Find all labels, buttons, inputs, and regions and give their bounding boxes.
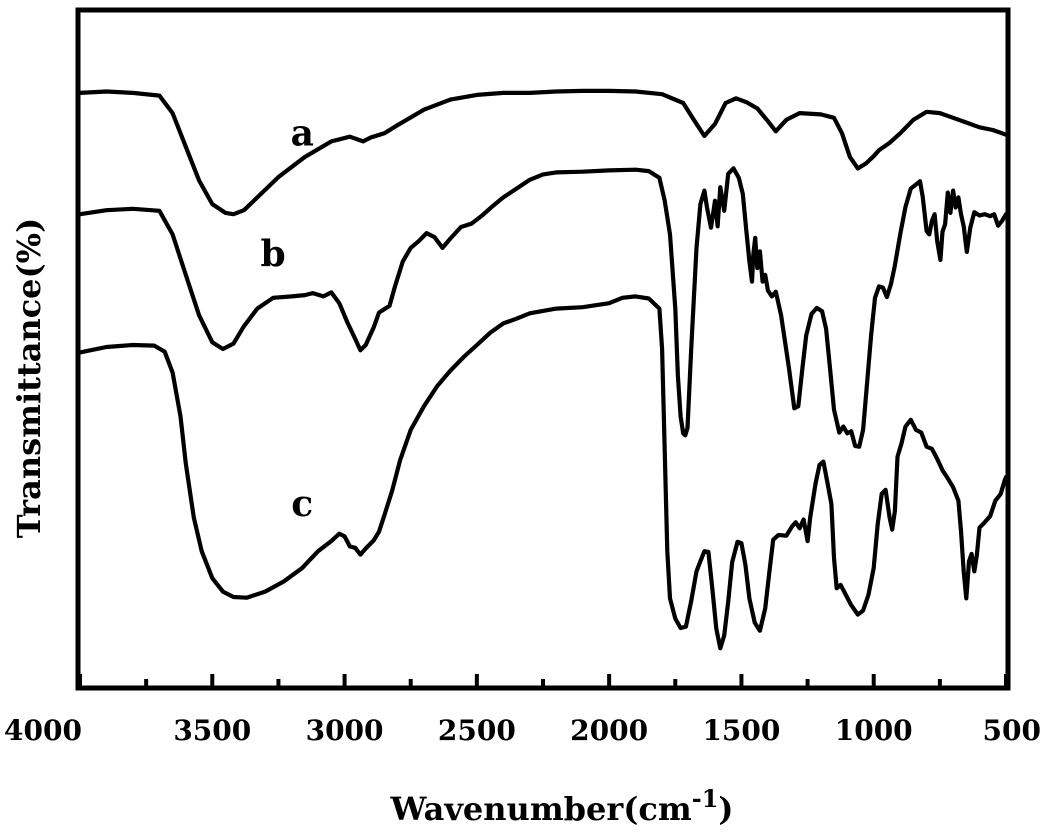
x-axis-title-close: ) [718,790,733,828]
series-line-c [77,294,1009,651]
x-tick-label: 2500 [438,714,516,747]
y-axis-title: Transmittance(%) [10,218,48,538]
series-label-a: a [291,112,314,154]
series-labels: a b c [261,112,314,525]
x-axis-title-superscript: -1 [692,784,719,813]
x-tick-label: 3500 [173,714,251,747]
x-tick-label: 3000 [306,714,384,747]
series-label-c: c [291,483,313,525]
x-tick-label: 4000 [4,714,82,747]
x-axis-title: Wavenumber(cm-1) [389,784,733,828]
x-tick-label: 1500 [702,714,780,747]
plot-frame [75,7,1011,691]
x-tick-label: 500 [983,714,1041,747]
series-line-a [77,88,1009,217]
x-tick-label: 1000 [835,714,913,747]
series-line-b [77,166,1009,449]
x-tick-label: 2000 [570,714,648,747]
plot-area [77,88,1009,651]
series-label-b: b [261,234,286,276]
x-axis-tick-labels: 4000 3500 3000 2500 2000 1500 1000 500 [4,714,1041,747]
x-axis-title-main: Wavenumber(cm [389,790,691,828]
x-axis-ticks [78,674,1008,686]
